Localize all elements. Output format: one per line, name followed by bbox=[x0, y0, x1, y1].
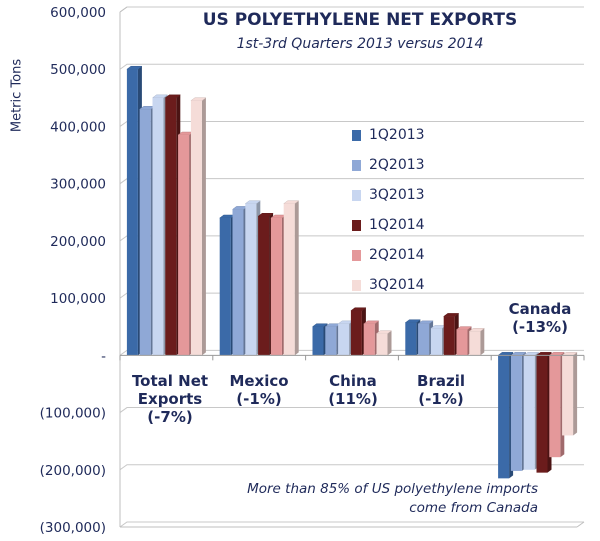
category-label-brazil: Brazil (-1%) bbox=[396, 372, 486, 408]
bar bbox=[312, 326, 324, 356]
bar-side bbox=[294, 200, 299, 356]
legend-label: 2Q2014 bbox=[369, 247, 425, 263]
y-tick-label: 500,000 bbox=[50, 62, 106, 78]
footnote: More than 85% of US polyethylene imports… bbox=[130, 480, 538, 518]
bar bbox=[270, 218, 282, 356]
legend-swatch bbox=[352, 189, 361, 201]
category-label-line: (-1%) bbox=[418, 390, 464, 408]
category-label-line: (-7%) bbox=[147, 408, 193, 426]
category-label-line: Total Net bbox=[131, 372, 209, 390]
bar-side bbox=[480, 328, 485, 356]
y-tick-label: 100,000 bbox=[50, 291, 106, 307]
bar bbox=[549, 355, 561, 458]
legend-label: 2Q2013 bbox=[369, 157, 425, 173]
bar bbox=[178, 135, 190, 356]
category-label-line: China bbox=[329, 372, 377, 390]
bar bbox=[443, 316, 455, 356]
bar bbox=[139, 109, 151, 356]
y-tick-label: (100,000) bbox=[40, 406, 106, 422]
legend-swatch bbox=[352, 279, 361, 291]
chart-title: US POLYETHYLENE NET EXPORTS bbox=[130, 10, 590, 30]
legend-item: 3Q2013 bbox=[352, 180, 425, 210]
footnote-line: More than 85% of US polyethylene imports bbox=[247, 481, 538, 497]
bar bbox=[456, 329, 468, 356]
legend: 1Q2013 2Q2013 3Q2013 1Q2014 2Q2014 3Q201… bbox=[352, 120, 425, 300]
legend-label: 3Q2013 bbox=[369, 187, 425, 203]
y-tick-label: 200,000 bbox=[50, 234, 106, 250]
bar bbox=[469, 331, 481, 356]
bar bbox=[219, 218, 231, 356]
category-label-line: (-1%) bbox=[236, 390, 282, 408]
floor-edge bbox=[576, 521, 585, 528]
bar-side bbox=[387, 330, 392, 356]
bar bbox=[350, 310, 362, 356]
bar bbox=[376, 333, 388, 356]
y-tick-label: (300,000) bbox=[40, 520, 106, 536]
legend-label: 1Q2013 bbox=[369, 127, 425, 143]
bar bbox=[510, 355, 522, 471]
y-tick-label: - bbox=[101, 348, 106, 364]
legend-swatch bbox=[352, 249, 361, 261]
bar bbox=[190, 100, 202, 356]
legend-item: 1Q2014 bbox=[352, 210, 425, 240]
y-axis-label: Metric Tons bbox=[9, 58, 25, 133]
chart-title-text: US POLYETHYLENE NET EXPORTS bbox=[202, 10, 518, 30]
bar bbox=[562, 355, 574, 436]
bar bbox=[523, 355, 535, 470]
y-tick-label: 300,000 bbox=[50, 177, 106, 193]
y-tick-label: 400,000 bbox=[50, 119, 106, 135]
y-tick-label: (200,000) bbox=[40, 463, 106, 479]
y-tick-label: 600,000 bbox=[50, 5, 106, 21]
category-label-mexico: Mexico (-1%) bbox=[214, 372, 304, 408]
bar bbox=[430, 328, 442, 356]
bar bbox=[405, 322, 417, 356]
bar bbox=[418, 323, 430, 356]
bar bbox=[165, 97, 177, 356]
legend-label: 1Q2014 bbox=[369, 217, 425, 233]
legend-label: 3Q2014 bbox=[369, 277, 425, 293]
bar bbox=[152, 97, 164, 356]
bar-side bbox=[573, 352, 578, 436]
plot-area bbox=[127, 7, 584, 522]
category-label-line: (-13%) bbox=[512, 318, 568, 336]
bar bbox=[536, 355, 548, 473]
footnote-line: come from Canada bbox=[409, 500, 538, 516]
chart-subtitle: 1st-3rd Quarters 2013 versus 2014 bbox=[236, 36, 484, 52]
bar bbox=[245, 203, 257, 356]
legend-item: 3Q2014 bbox=[352, 270, 425, 300]
legend-item: 2Q2014 bbox=[352, 240, 425, 270]
bar bbox=[232, 209, 244, 356]
category-label-line: (11%) bbox=[328, 390, 378, 408]
gridline bbox=[119, 407, 584, 413]
category-label-canada: Canada (-13%) bbox=[495, 300, 585, 336]
bar-side bbox=[201, 97, 206, 356]
category-label-total: Total Net Exports (-7%) bbox=[122, 372, 218, 426]
legend-swatch bbox=[352, 129, 361, 141]
category-label-line: Mexico bbox=[229, 372, 289, 390]
bar bbox=[363, 323, 375, 356]
bar bbox=[498, 355, 510, 479]
bar bbox=[283, 203, 295, 356]
bar bbox=[325, 326, 337, 356]
category-label-line: Exports bbox=[137, 390, 203, 408]
gridline bbox=[119, 464, 584, 471]
legend-item: 2Q2013 bbox=[352, 150, 425, 180]
gridline bbox=[119, 63, 584, 70]
category-label-line: Brazil bbox=[417, 372, 465, 390]
category-label-china: China (11%) bbox=[308, 372, 398, 408]
bar bbox=[126, 69, 138, 356]
bar bbox=[338, 323, 350, 356]
legend-item: 1Q2013 bbox=[352, 120, 425, 150]
axis-edge bbox=[119, 6, 128, 13]
bar bbox=[258, 216, 270, 356]
gridline bbox=[119, 521, 584, 528]
legend-swatch bbox=[352, 219, 361, 231]
legend-swatch bbox=[352, 159, 361, 171]
category-label-line: Canada bbox=[508, 300, 572, 318]
